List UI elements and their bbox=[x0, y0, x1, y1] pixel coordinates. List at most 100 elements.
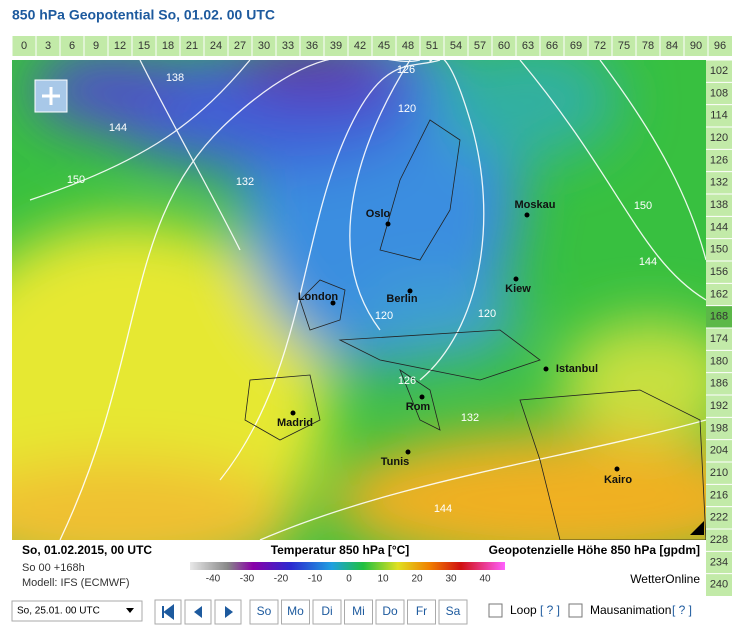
day-button[interactable] bbox=[281, 599, 310, 625]
city-dot bbox=[385, 221, 391, 227]
hour-top[interactable]: 21 bbox=[186, 40, 198, 52]
hour-top[interactable]: 54 bbox=[450, 40, 462, 52]
hour-top[interactable]: 63 bbox=[522, 40, 534, 52]
hour-right[interactable]: 216 bbox=[710, 489, 728, 501]
hour-top[interactable]: 12 bbox=[114, 40, 126, 52]
temp-title: Temperatur 850 hPa [°C] bbox=[271, 543, 410, 557]
mouse-label: Mausanimation bbox=[590, 603, 671, 617]
city-dot bbox=[524, 212, 530, 218]
contour-label: 144 bbox=[109, 122, 127, 134]
hour-right[interactable]: 132 bbox=[710, 177, 728, 189]
hour-right[interactable]: 168 bbox=[710, 311, 728, 323]
hour-top[interactable]: 45 bbox=[378, 40, 390, 52]
day-button[interactable] bbox=[249, 599, 279, 625]
day-button[interactable] bbox=[344, 599, 373, 625]
hour-right[interactable]: 210 bbox=[710, 467, 728, 479]
geo-title: Geopotenzielle Höhe 850 hPa [gpdm] bbox=[489, 543, 700, 557]
hour-right[interactable]: 102 bbox=[710, 65, 728, 77]
hour-right[interactable]: 120 bbox=[710, 132, 728, 144]
city-label: London bbox=[298, 291, 339, 303]
hour-right[interactable]: 186 bbox=[710, 378, 728, 390]
hour-top[interactable]: 57 bbox=[474, 40, 486, 52]
hour-top[interactable]: 75 bbox=[618, 40, 630, 52]
run-select[interactable] bbox=[11, 600, 143, 622]
hour-top[interactable]: 3 bbox=[45, 40, 51, 52]
scale-tick: 20 bbox=[411, 574, 423, 585]
scale-tick: -10 bbox=[308, 574, 323, 585]
hour-top[interactable]: 72 bbox=[594, 40, 606, 52]
day-label: Di bbox=[321, 604, 332, 618]
contour-label: 132 bbox=[236, 176, 254, 188]
city-dot bbox=[614, 466, 620, 472]
legend-model: Modell: IFS (ECMWF) bbox=[22, 577, 130, 589]
city-label: Madrid bbox=[277, 417, 313, 429]
city-label: Istanbul bbox=[556, 363, 598, 375]
day-button[interactable] bbox=[407, 599, 436, 625]
hour-top[interactable]: 42 bbox=[354, 40, 366, 52]
contour-label: 120 bbox=[398, 103, 416, 115]
hour-right[interactable]: 222 bbox=[710, 512, 728, 524]
hour-right[interactable]: 192 bbox=[710, 400, 728, 412]
hour-top[interactable]: 9 bbox=[93, 40, 99, 52]
day-button[interactable] bbox=[375, 599, 405, 625]
hour-right[interactable]: 138 bbox=[710, 199, 728, 211]
hour-right[interactable]: 204 bbox=[710, 445, 728, 457]
city-label: Rom bbox=[406, 401, 431, 413]
day-button[interactable] bbox=[438, 599, 468, 625]
city-dot bbox=[290, 410, 296, 416]
loop-help[interactable]: [ ? ] bbox=[540, 603, 560, 617]
loop-label: Loop bbox=[510, 603, 537, 617]
hour-top[interactable]: 39 bbox=[330, 40, 342, 52]
hour-right[interactable]: 234 bbox=[710, 556, 728, 568]
corner-icon bbox=[690, 521, 704, 535]
hour-top[interactable]: 0 bbox=[21, 40, 27, 52]
hour-top[interactable]: 66 bbox=[546, 40, 558, 52]
run-select-text: So, 25.01. 00 UTC bbox=[17, 606, 100, 617]
hour-top[interactable]: 6 bbox=[69, 40, 75, 52]
brand: WetterOnline bbox=[630, 572, 700, 586]
hour-right[interactable]: 126 bbox=[710, 154, 728, 166]
scale-tick: 10 bbox=[377, 574, 389, 585]
day-button[interactable] bbox=[312, 599, 342, 625]
city-dot bbox=[407, 288, 413, 294]
day-label: Mo bbox=[287, 604, 304, 618]
hour-top[interactable]: 30 bbox=[258, 40, 270, 52]
scale-tick: 0 bbox=[346, 574, 352, 585]
hour-right[interactable]: 150 bbox=[710, 244, 728, 256]
hour-top[interactable]: 24 bbox=[210, 40, 222, 52]
hour-top[interactable]: 90 bbox=[690, 40, 702, 52]
city-label: Kiew bbox=[505, 283, 531, 295]
loop-checkbox[interactable] bbox=[488, 603, 503, 618]
hour-top[interactable]: 27 bbox=[234, 40, 246, 52]
hour-top[interactable]: 96 bbox=[714, 40, 726, 52]
hour-top[interactable]: 15 bbox=[138, 40, 150, 52]
hour-right[interactable]: 156 bbox=[710, 266, 728, 278]
hour-right[interactable]: 228 bbox=[710, 534, 728, 546]
hour-top[interactable]: 48 bbox=[402, 40, 414, 52]
hour-top[interactable]: 78 bbox=[642, 40, 654, 52]
hour-right[interactable]: 108 bbox=[710, 87, 728, 99]
hour-right[interactable]: 180 bbox=[710, 355, 728, 367]
hour-top[interactable]: 51 bbox=[426, 40, 438, 52]
hour-right[interactable]: 174 bbox=[710, 333, 728, 345]
city-label: Oslo bbox=[366, 208, 391, 220]
city-dot bbox=[513, 276, 519, 282]
hour-top[interactable]: 36 bbox=[306, 40, 318, 52]
hour-top[interactable]: 18 bbox=[162, 40, 174, 52]
hour-right[interactable]: 162 bbox=[710, 288, 728, 300]
contour-label: 144 bbox=[639, 256, 657, 268]
hour-top[interactable]: 33 bbox=[282, 40, 294, 52]
mouse-help[interactable]: [ ? ] bbox=[672, 603, 692, 617]
mouse-checkbox[interactable] bbox=[568, 603, 583, 618]
hour-right[interactable]: 114 bbox=[710, 110, 728, 122]
contour-label: 126 bbox=[397, 64, 415, 76]
hour-top[interactable]: 84 bbox=[666, 40, 678, 52]
hour-right[interactable]: 144 bbox=[710, 221, 728, 233]
hour-top[interactable]: 69 bbox=[570, 40, 582, 52]
hour-top[interactable]: 60 bbox=[498, 40, 510, 52]
contour-label: 138 bbox=[166, 72, 184, 84]
hour-right[interactable]: 198 bbox=[710, 422, 728, 434]
contour-label: 150 bbox=[634, 200, 652, 212]
hour-right[interactable]: 240 bbox=[710, 579, 728, 591]
